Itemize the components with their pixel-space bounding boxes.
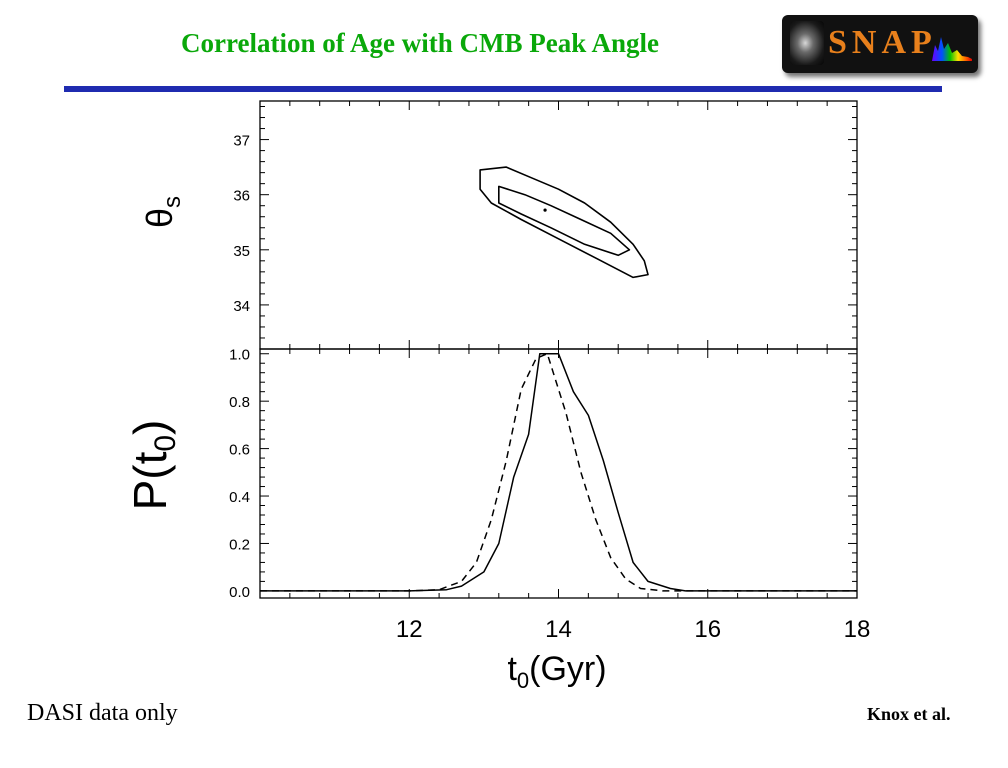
slide-title: Correlation of Age with CMB Peak Angle: [181, 28, 659, 58]
y-tick-label: 0.6: [229, 442, 250, 459]
bottom-frame: [259, 348, 858, 599]
galaxy-image: [790, 21, 824, 65]
y-axis-label-bottom: P(t0): [124, 420, 182, 511]
data-source-note: DASI data only: [27, 700, 178, 726]
snap-logo: SNAP: [782, 15, 978, 73]
y-axis-label-top: θs: [139, 196, 186, 228]
top-panel: 34 35 36 37: [233, 100, 858, 350]
y-tick-label: 1.0: [229, 347, 250, 364]
x-tick-label: 16: [694, 616, 721, 643]
x-tick-label: 14: [545, 616, 572, 643]
y-tick-label: 0.8: [229, 394, 250, 411]
contour-outer: [479, 166, 649, 279]
top-frame: [259, 100, 858, 350]
series-solid: [260, 352, 857, 592]
citation-note: Knox et al.: [867, 704, 951, 724]
y-tick-label: 37: [233, 133, 250, 150]
logo-text: SNAP: [828, 24, 937, 61]
title-rule: [64, 86, 942, 92]
x-tick-label: 18: [844, 616, 871, 643]
series-dashed: [260, 352, 857, 592]
bottom-panel: 0.0 0.2 0.4 0.6 0.8 1.0: [229, 347, 858, 601]
y-tick-label: 35: [233, 243, 250, 260]
x-axis-label: t0(Gyr): [507, 650, 606, 693]
y-tick-label: 0.0: [229, 584, 250, 601]
x-tick-label: 12: [396, 616, 423, 643]
contour-inner: [497, 185, 631, 257]
spectrum-icon: [932, 37, 972, 61]
axis-labels: 12 14 16 18 t0(Gyr) θs P(t0): [124, 196, 870, 693]
best-fit-point: [543, 208, 547, 212]
y-tick-label: 34: [233, 298, 250, 315]
y-tick-label: 36: [233, 188, 250, 205]
y-tick-label: 0.4: [229, 489, 250, 506]
y-tick-label: 0.2: [229, 536, 250, 553]
